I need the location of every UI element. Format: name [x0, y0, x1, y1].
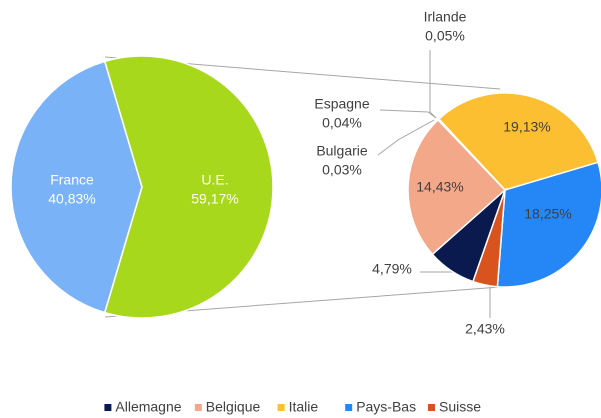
legend-label: Belgique [206, 399, 261, 415]
slice-category-label: France [50, 172, 94, 188]
pie-slice [407, 118, 507, 256]
slice-category-label: Irlande [424, 9, 467, 25]
pie-slice [103, 55, 274, 319]
legend-label: Suisse [439, 399, 481, 415]
slice-category-label: Espagne [314, 96, 369, 112]
legend-swatch [345, 404, 353, 411]
slice-value-label: 18,25% [524, 206, 571, 222]
pie-slice [496, 161, 601, 288]
legend-swatch [194, 404, 202, 411]
slice-value-label: 59,17% [191, 191, 238, 207]
slice-category-label: U.E. [201, 172, 228, 188]
legend-swatch [104, 404, 112, 411]
slice-value-label: 0,05% [425, 28, 465, 44]
slice-value-label: 0,04% [322, 115, 362, 131]
pie-slice [10, 60, 143, 314]
legend-label: Allemagne [115, 399, 181, 415]
legend-label: Italie [289, 399, 319, 415]
leader-line [379, 109, 437, 119]
legend-label: Pays-Bas [356, 399, 416, 415]
slice-value-label: 2,43% [465, 321, 505, 337]
slice-category-label: Bulgarie [316, 143, 368, 159]
legend-swatch [277, 404, 285, 411]
slice-value-label: 14,43% [416, 179, 463, 195]
slice-value-label: 40,83% [48, 191, 95, 207]
pie-slice [437, 92, 599, 191]
slice-value-label: 19,13% [503, 119, 550, 135]
pie-slice [437, 117, 506, 191]
slice-value-label: 0,03% [322, 162, 362, 178]
leader-line [377, 119, 435, 156]
slice-value-label: 4,79% [372, 261, 412, 277]
legend-swatch [428, 404, 435, 411]
